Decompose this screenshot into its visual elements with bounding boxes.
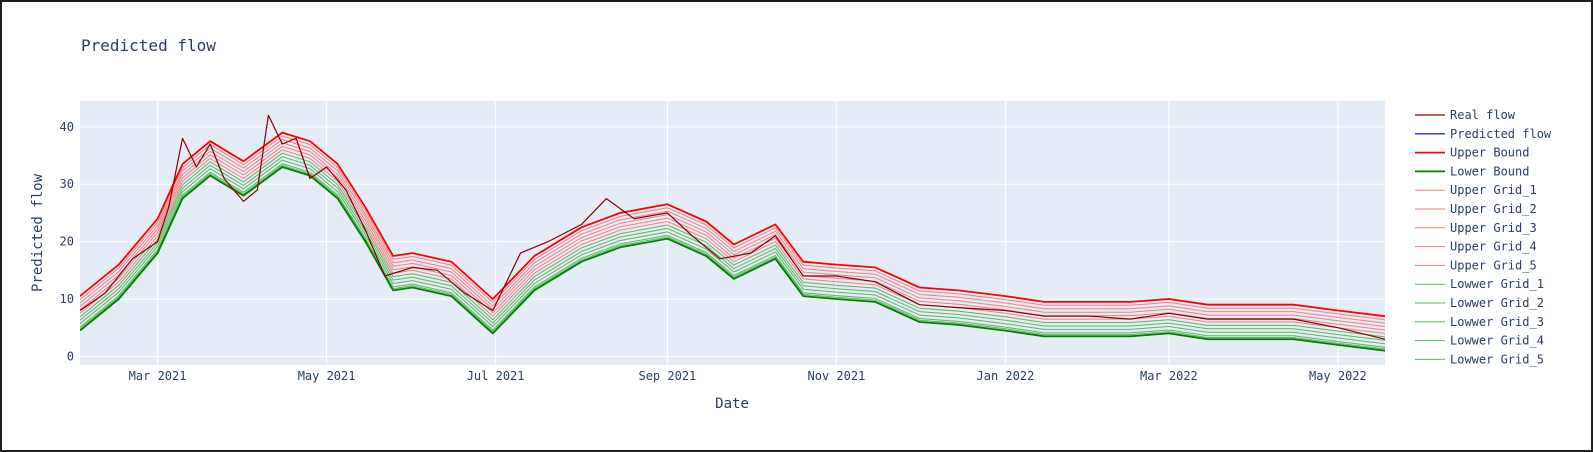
y-tick-label-4: 40: [60, 120, 74, 134]
series-line-upper-grid-3[interactable]: [80, 142, 1385, 327]
series-line-upper-grid-4[interactable]: [80, 145, 1385, 331]
legend-label-lower-bound[interactable]: Lower Bound: [1450, 164, 1529, 178]
legend-label-predicted-flow[interactable]: Predicted flow: [1450, 127, 1552, 141]
y-tick-label-2: 20: [60, 235, 74, 249]
x-tick-label-5: Jan 2022: [977, 369, 1035, 383]
legend: Real flow Predicted flow Upper Bound Lower …: [1415, 108, 1552, 366]
x-tick-label-6: Mar 2022: [1140, 369, 1198, 383]
legend-label-lowwer-grid-2[interactable]: Lowwer Grid_2: [1450, 296, 1544, 310]
series-line-upper-grid-2[interactable]: [80, 139, 1385, 324]
x-tick-label-4: Nov 2021: [808, 369, 866, 383]
series-layer: [80, 114, 1385, 352]
x-tick-label-2: Jul 2021: [467, 369, 525, 383]
series-line-lowwer-grid-2[interactable]: [80, 156, 1385, 341]
y-tick-label-0: 0: [67, 349, 74, 363]
legend-label-lowwer-grid-1[interactable]: Lowwer Grid_1: [1450, 277, 1544, 291]
x-tick-label-0: Mar 2021: [129, 369, 187, 383]
series-line-lowwer-grid-1[interactable]: [80, 152, 1385, 338]
chart-title: Predicted flow: [81, 36, 216, 55]
x-axis-ticks: Mar 2021 May 2021 Jul 2021 Sep 2021 Nov 2021…: [129, 369, 1367, 383]
y-axis-ticks: 0 10 20 30 40: [60, 120, 74, 364]
legend-label-lowwer-grid-4[interactable]: Lowwer Grid_4: [1450, 334, 1544, 348]
series-line-upper-bound[interactable]: [80, 131, 1385, 318]
y-tick-label-3: 30: [60, 177, 74, 191]
grid-lines: [80, 101, 1385, 365]
x-tick-label-7: May 2022: [1309, 369, 1367, 383]
series-line-lowwer-grid-4[interactable]: [80, 163, 1385, 348]
x-tick-label-1: May 2021: [298, 369, 356, 383]
series-line-lowwer-grid-3[interactable]: [80, 159, 1385, 345]
legend-label-real-flow[interactable]: Real flow: [1450, 108, 1516, 122]
y-tick-label-1: 10: [60, 292, 74, 306]
legend-label-upper-grid-4[interactable]: Upper Grid_4: [1450, 240, 1537, 254]
legend-label-upper-grid-5[interactable]: Upper Grid_5: [1450, 258, 1537, 272]
legend-label-upper-bound[interactable]: Upper Bound: [1450, 146, 1529, 160]
series-line-upper-grid-1[interactable]: [80, 135, 1385, 321]
x-tick-label-3: Sep 2021: [638, 369, 696, 383]
series-line-lowwer-grid-5[interactable]: [80, 164, 1385, 350]
legend-label-upper-grid-3[interactable]: Upper Grid_3: [1450, 221, 1537, 235]
legend-label-upper-grid-1[interactable]: Upper Grid_1: [1450, 183, 1537, 197]
plot-area[interactable]: [80, 101, 1385, 365]
legend-label-lowwer-grid-3[interactable]: Lowwer Grid_3: [1450, 315, 1544, 329]
series-line-real-flow[interactable]: [80, 114, 1385, 340]
legend-label-lowwer-grid-5[interactable]: Lowwer Grid_5: [1450, 352, 1544, 366]
series-line-lower-bound[interactable]: [80, 166, 1385, 352]
x-axis-title: Date: [715, 396, 749, 412]
y-axis-title: Predicted flow: [30, 173, 46, 292]
legend-label-upper-grid-2[interactable]: Upper Grid_2: [1450, 202, 1537, 216]
